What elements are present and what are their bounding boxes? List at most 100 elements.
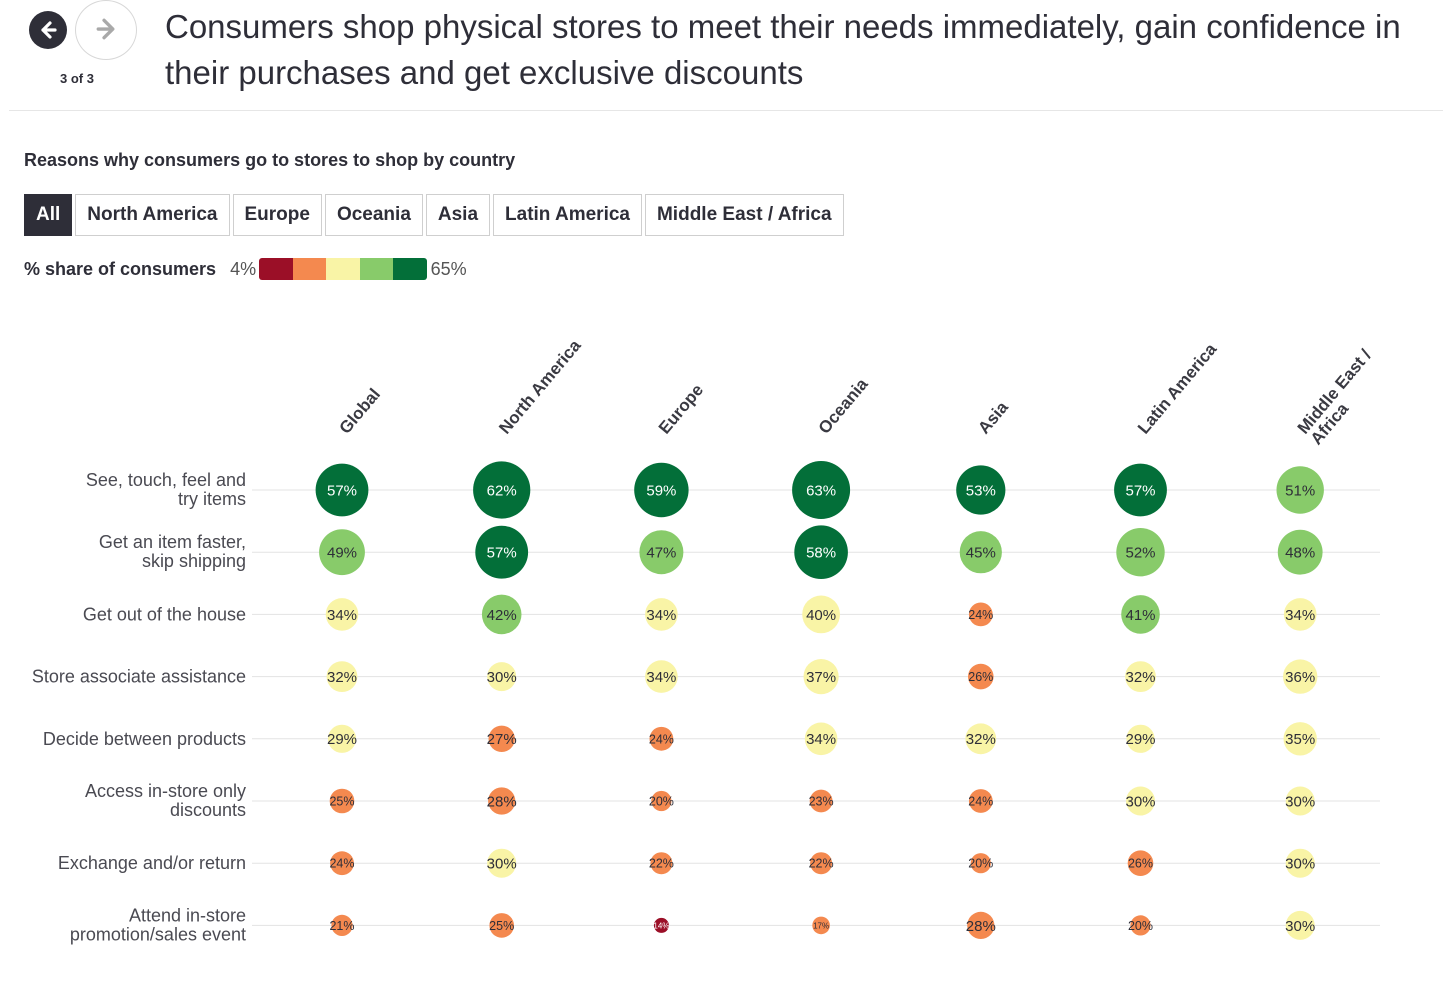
data-bubble[interactable] bbox=[487, 848, 517, 878]
data-bubble[interactable] bbox=[473, 461, 531, 519]
data-bubble[interactable] bbox=[968, 663, 994, 690]
data-label: 47% bbox=[646, 545, 676, 562]
data-label: 24% bbox=[968, 608, 993, 622]
data-label: 62% bbox=[487, 482, 517, 499]
data-bubble[interactable] bbox=[1283, 598, 1317, 631]
data-bubble[interactable] bbox=[645, 598, 678, 631]
region-filter-group: All North America Europe Oceania Asia Latin A… bbox=[24, 194, 844, 236]
data-bubble[interactable] bbox=[1121, 595, 1160, 634]
legend-min-label: 4% bbox=[230, 258, 257, 279]
data-label: 34% bbox=[327, 607, 357, 624]
filter-latin-america[interactable]: Latin America bbox=[493, 194, 642, 236]
data-bubble[interactable] bbox=[1126, 724, 1155, 753]
data-label: 52% bbox=[1125, 545, 1155, 562]
data-bubble[interactable] bbox=[970, 853, 991, 874]
previous-button[interactable] bbox=[29, 11, 67, 49]
data-bubble[interactable] bbox=[330, 851, 354, 876]
data-bubble[interactable] bbox=[1285, 848, 1315, 878]
data-bubble[interactable] bbox=[967, 911, 995, 940]
data-bubble[interactable] bbox=[650, 852, 673, 875]
data-bubble[interactable] bbox=[327, 724, 357, 753]
legend-title: % share of consumers bbox=[24, 258, 217, 279]
data-label: 57% bbox=[327, 482, 357, 499]
data-label: 53% bbox=[966, 482, 996, 499]
arrow-right-icon bbox=[96, 18, 115, 40]
data-label: 20% bbox=[1128, 919, 1153, 933]
data-bubble[interactable] bbox=[802, 595, 840, 634]
data-bubble[interactable] bbox=[959, 531, 1002, 574]
data-bubble[interactable] bbox=[1283, 659, 1318, 694]
data-bubble[interactable] bbox=[1116, 528, 1165, 577]
data-bubble[interactable] bbox=[475, 525, 529, 579]
column-header: Oceania bbox=[815, 374, 872, 437]
chart-title: Reasons why consumers go to stores to sh… bbox=[24, 150, 516, 170]
row-label: Attend in-store bbox=[129, 905, 246, 925]
data-bubble[interactable] bbox=[968, 602, 993, 627]
data-bubble[interactable] bbox=[1277, 529, 1323, 575]
data-label: 32% bbox=[966, 731, 996, 748]
data-label: 30% bbox=[1285, 793, 1315, 810]
data-bubble[interactable] bbox=[1125, 661, 1156, 692]
data-bubble[interactable] bbox=[325, 598, 359, 631]
data-bubble[interactable] bbox=[968, 789, 993, 813]
legend-swatch bbox=[292, 258, 327, 280]
column-header-label: Latin America bbox=[1134, 339, 1221, 437]
data-bubble[interactable] bbox=[810, 852, 833, 875]
data-bubble[interactable] bbox=[1126, 786, 1155, 816]
filter-europe[interactable]: Europe bbox=[232, 194, 322, 236]
data-bubble[interactable] bbox=[1276, 466, 1324, 514]
data-bubble[interactable] bbox=[653, 917, 669, 933]
data-bubble[interactable] bbox=[651, 790, 672, 812]
data-bubble[interactable] bbox=[331, 914, 353, 937]
data-bubble[interactable] bbox=[1114, 463, 1167, 517]
data-label: 57% bbox=[1125, 482, 1155, 499]
data-bubble[interactable] bbox=[649, 726, 674, 751]
data-bubble[interactable] bbox=[965, 723, 997, 755]
data-bubble[interactable] bbox=[792, 461, 851, 519]
data-label: 58% bbox=[806, 545, 836, 562]
column-header: Middle East /Africa bbox=[1294, 346, 1376, 449]
data-bubble[interactable] bbox=[804, 722, 838, 756]
data-label: 23% bbox=[809, 795, 834, 809]
data-bubble[interactable] bbox=[794, 525, 848, 579]
data-bubble[interactable] bbox=[1130, 915, 1151, 936]
filter-middle-east-africa[interactable]: Middle East / Africa bbox=[644, 194, 844, 236]
next-button[interactable] bbox=[75, 0, 137, 60]
filter-asia[interactable]: Asia bbox=[425, 194, 491, 236]
data-bubble[interactable] bbox=[488, 787, 516, 815]
data-bubble[interactable] bbox=[645, 660, 678, 693]
data-bubble[interactable] bbox=[487, 662, 517, 692]
data-bubble[interactable] bbox=[1283, 722, 1317, 756]
data-bubble[interactable] bbox=[956, 465, 1006, 515]
data-label: 24% bbox=[968, 795, 993, 809]
data-bubble[interactable] bbox=[1285, 910, 1315, 940]
filter-all[interactable]: All bbox=[24, 194, 73, 236]
data-bubble[interactable] bbox=[812, 916, 830, 935]
data-bubble[interactable] bbox=[639, 530, 684, 575]
data-bubble[interactable] bbox=[1127, 850, 1154, 876]
data-label: 34% bbox=[806, 731, 836, 748]
filter-oceania[interactable]: Oceania bbox=[324, 194, 423, 236]
data-label: 24% bbox=[329, 857, 354, 871]
data-label: 30% bbox=[1125, 793, 1155, 810]
row-label: Store associate assistance bbox=[32, 667, 246, 687]
row-label: Access in-store only bbox=[85, 781, 246, 801]
data-bubble[interactable] bbox=[803, 659, 839, 695]
legend-swatch bbox=[359, 258, 394, 280]
column-header-label: Oceania bbox=[815, 374, 872, 437]
data-label: 48% bbox=[1285, 545, 1315, 562]
data-bubble[interactable] bbox=[634, 462, 689, 518]
data-bubble[interactable] bbox=[329, 788, 355, 814]
data-bubble[interactable] bbox=[326, 661, 358, 692]
data-bubble[interactable] bbox=[481, 594, 522, 635]
data-bubble[interactable] bbox=[319, 529, 365, 576]
data-bubble[interactable] bbox=[489, 913, 514, 938]
data-label: 35% bbox=[1285, 731, 1315, 748]
data-label: 22% bbox=[649, 857, 674, 871]
filter-north-america[interactable]: North America bbox=[75, 194, 230, 236]
data-bubble[interactable] bbox=[488, 725, 515, 752]
header-divider bbox=[9, 110, 1443, 111]
data-bubble[interactable] bbox=[809, 789, 833, 813]
data-bubble[interactable] bbox=[315, 463, 369, 517]
data-bubble[interactable] bbox=[1285, 786, 1315, 816]
